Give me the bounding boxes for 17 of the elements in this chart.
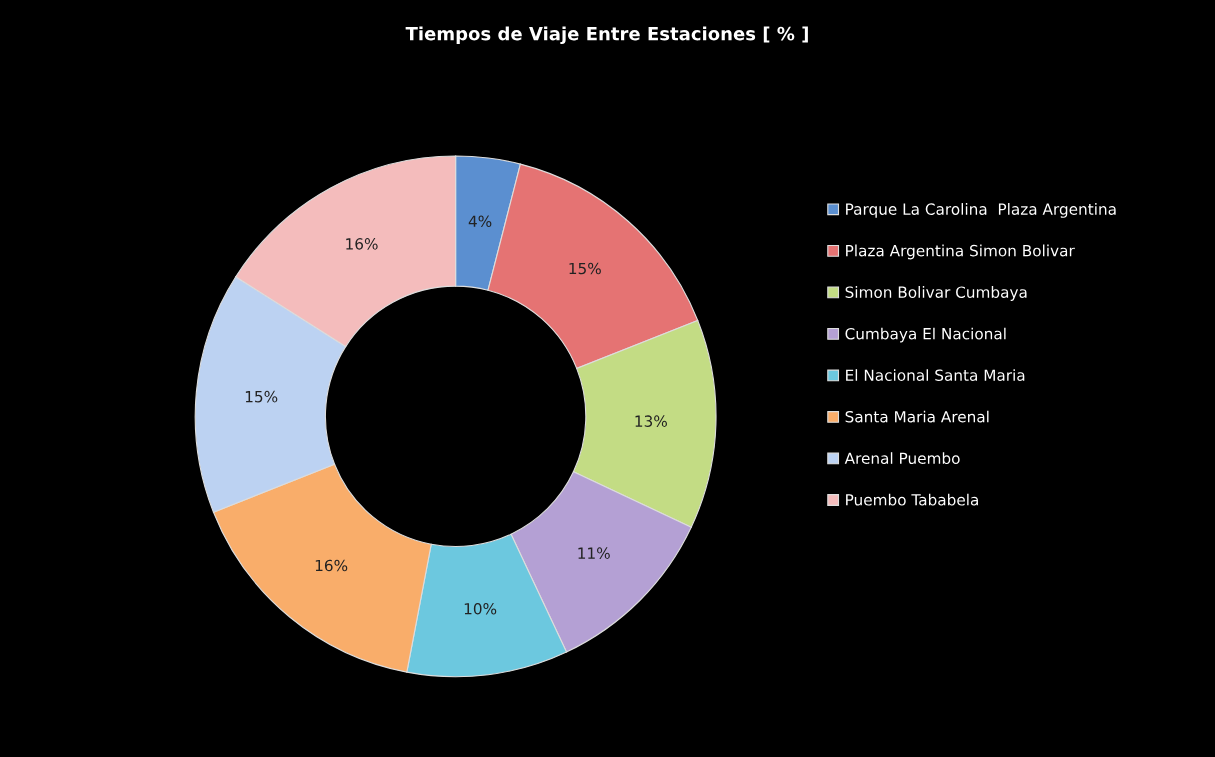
data-label: 13%: [635, 415, 667, 427]
legend-label: Parque La Carolina Plaza Argentina: [846, 203, 1116, 218]
legend-label: Santa Maria Arenal: [845, 410, 989, 423]
data-label: 15%: [245, 390, 278, 403]
data-label: 16%: [346, 238, 378, 250]
legend-label: Arenal Puembo: [844, 452, 960, 465]
legend-label: Plaza Argentina Simon Bolivar: [846, 244, 1075, 260]
data-label: 16%: [315, 559, 348, 572]
legend-label: El Nacional Santa Maria: [846, 369, 1025, 381]
data-label: 4%: [468, 215, 492, 228]
legend-label: Cumbaya El Nacional: [845, 327, 1006, 343]
chart-title: Tiempos de Viaje Entre Estaciones [ % ]: [405, 26, 808, 45]
data-label: 15%: [569, 262, 601, 275]
legend-label: Simon Bolivar Cumbaya: [845, 286, 1027, 301]
data-label: 11%: [578, 547, 610, 559]
legend-label: Puembo Tababela: [846, 493, 978, 506]
data-label: 10%: [464, 602, 497, 615]
